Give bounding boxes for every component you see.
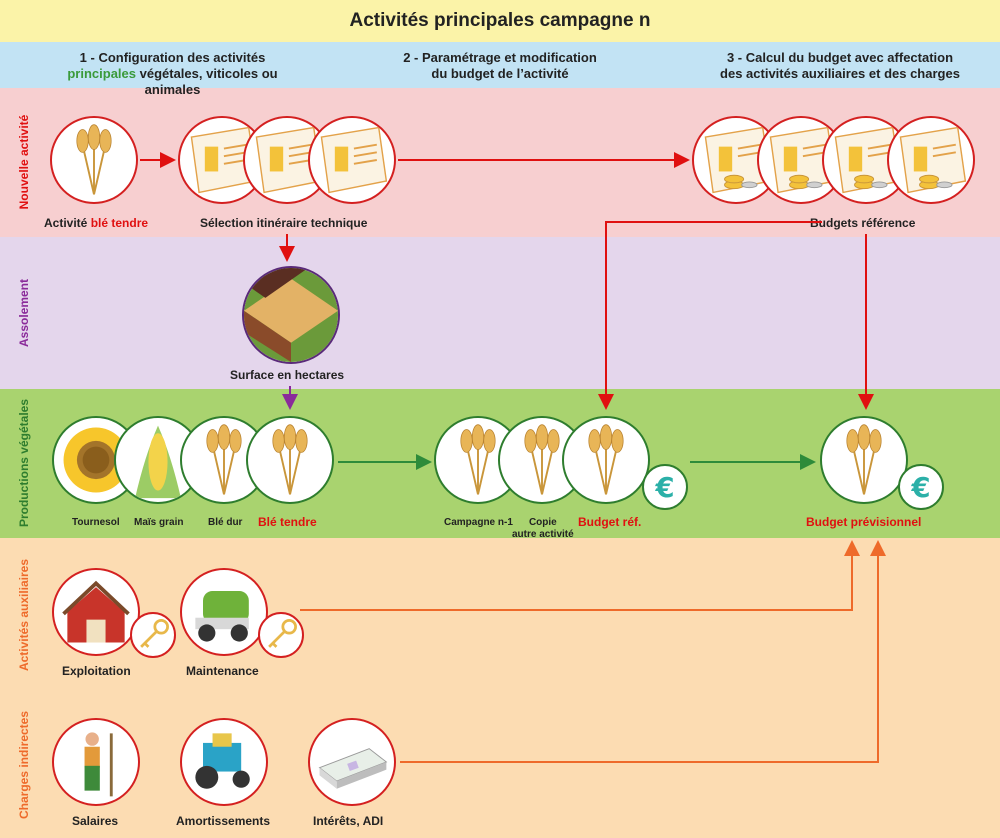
key-icon (258, 612, 304, 658)
ble-dur-label: Blé dur (208, 517, 243, 528)
band-label-assolement: Assolement (17, 278, 31, 348)
exploitation-label: Exploitation (62, 664, 131, 678)
amortissements-label: Amortissements (176, 814, 271, 828)
selection-label: Sélection itinéraire technique (200, 216, 368, 230)
step-3: 3 - Calcul du budget avec affectation de… (700, 50, 980, 82)
baler-icon[interactable] (180, 568, 268, 656)
surface-label: Surface en hectares (230, 368, 345, 382)
key-icon (130, 612, 176, 658)
step-1-highlight: principales (67, 66, 136, 81)
step-3-line-2: des activités auxiliaires et des charges (720, 66, 960, 81)
assolement-band (0, 237, 1000, 389)
step-3-line-1: 3 - Calcul du budget avec affectation (726, 50, 954, 65)
budget-card-icon[interactable] (887, 116, 975, 204)
activite-label: Activité blé tendre (44, 216, 148, 230)
activite-highlight: blé tendre (90, 216, 149, 230)
salaires-label: Salaires (72, 814, 119, 828)
activite-prefix: Activité (44, 216, 91, 230)
barn-icon[interactable] (52, 568, 140, 656)
mais-label: Maïs grain (134, 517, 184, 528)
activites-auxiliaires-band (0, 538, 1000, 838)
budget-previsionnel-label: Budget prévisionnel (806, 515, 922, 529)
step-1-line-2: principales végétales, viticoles ou anim… (40, 66, 305, 98)
ble-tendre-label: Blé tendre (258, 515, 317, 529)
page-title: Activités principales campagne n (349, 10, 651, 31)
banknotes-icon[interactable] (308, 718, 396, 806)
title-band (0, 0, 1000, 42)
step-1: 1 - Configuration des activités principa… (40, 50, 305, 98)
step-1-rest: végétales, viticoles ou animales (136, 66, 278, 97)
euro-icon (898, 464, 944, 510)
wheat-icon[interactable] (562, 416, 650, 504)
step-2: 2 - Paramétrage et modification du budge… (375, 50, 625, 82)
tournesol-label: Tournesol (72, 517, 120, 528)
wheat-icon[interactable] (246, 416, 334, 504)
crop-card-icon[interactable] (308, 116, 396, 204)
budgets-reference-label: Budgets référence (810, 216, 916, 230)
campagne-label: Campagne n-1 (444, 517, 513, 528)
field-icon[interactable] (242, 266, 340, 364)
steps-band (0, 42, 1000, 88)
step-2-line-1: 2 - Paramétrage et modification (403, 50, 597, 65)
euro-icon (642, 464, 688, 510)
wheat-icon[interactable] (820, 416, 908, 504)
copie-line-1: Copie (528, 517, 557, 528)
step-1-line-1: 1 - Configuration des activités (79, 50, 266, 65)
tractor-icon[interactable] (180, 718, 268, 806)
copie-label: Copie autre activité (512, 517, 574, 541)
band-label-charges-indirectes: Charges indirectes (17, 710, 31, 820)
copie-line-2: autre activité (512, 529, 574, 540)
interets-label: Intérêts, ADI (313, 814, 384, 828)
band-label-nouvelle-activite: Nouvelle activité (17, 114, 31, 210)
band-label-productions-vegetales: Productions végétales (17, 398, 31, 528)
budget-card-icon[interactable] (822, 116, 910, 204)
farmer-icon[interactable] (52, 718, 140, 806)
activite-ble-tendre-icon[interactable] (50, 116, 138, 204)
band-label-activites-auxiliaires: Activités auxiliaires (17, 558, 31, 672)
corn-icon[interactable] (114, 416, 202, 504)
step-2-line-2: du budget de l’activité (431, 66, 569, 81)
maintenance-label: Maintenance (186, 664, 259, 678)
budget-ref-label: Budget réf. (578, 515, 642, 529)
